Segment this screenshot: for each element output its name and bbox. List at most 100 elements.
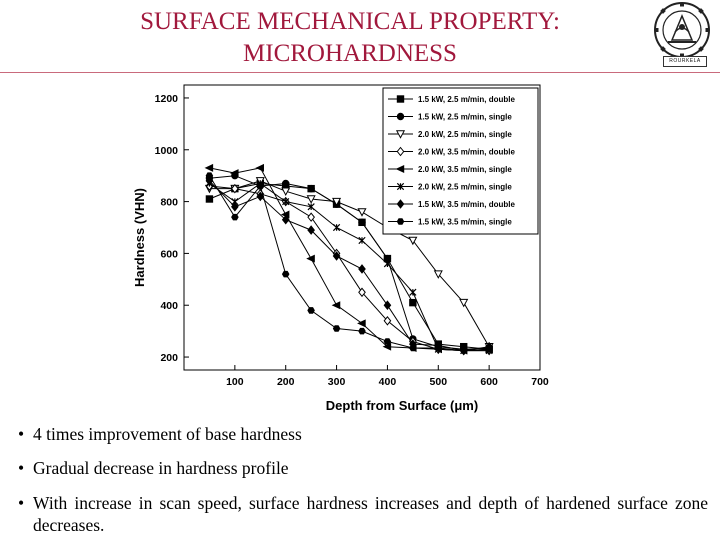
title-line-2: MICROHARDNESS xyxy=(243,40,457,67)
legend-entry: 1.5 kW, 2.5 m/min, single xyxy=(388,113,512,122)
x-axis-label: Depth from Surface (μm) xyxy=(326,398,478,413)
chart-axes: 100 200 300 400 500 600 700 200 400 600 800 1000 120… xyxy=(132,84,549,413)
data-point xyxy=(229,169,239,178)
data-point xyxy=(383,260,392,268)
data-point xyxy=(281,270,290,278)
data-point xyxy=(396,182,405,191)
data-point xyxy=(332,223,341,232)
data-point xyxy=(332,197,342,207)
data-point xyxy=(205,195,214,203)
legend-entry: 2.0 kW, 3.5 m/min, single xyxy=(388,165,512,174)
plot-frame xyxy=(183,84,541,371)
legend-label: 1.5 kW, 3.5 m/min, double xyxy=(418,200,515,209)
bullet-text: Gradual decrease in hardness profile xyxy=(33,458,289,478)
y-axis-label: Hardness (VHN) xyxy=(132,188,147,287)
y-tick-label: 200 xyxy=(160,352,178,364)
y-tick-label: 1000 xyxy=(155,145,179,157)
hardness-chart: 100 200 300 400 500 600 700 200 400 600 800 1000 120… xyxy=(132,84,549,413)
x-tick-label: 500 xyxy=(430,376,448,388)
data-point xyxy=(409,298,417,307)
chart-legend: 1.5 kW, 2.5 m/min, double 1.5 kW, 2.5 m/m… xyxy=(382,87,539,235)
data-point xyxy=(383,338,392,345)
data-point xyxy=(231,213,239,221)
data-point xyxy=(307,184,315,193)
bullet-list: • 4 times improvement of base hardness • G… xyxy=(18,424,708,536)
series-line xyxy=(209,182,490,352)
series-line xyxy=(209,180,490,347)
data-point xyxy=(409,344,417,352)
data-point xyxy=(382,342,392,351)
bullet-item: • Gradual decrease in hardness profile xyxy=(18,458,708,492)
data-point xyxy=(281,214,290,225)
legend-entry: 1.5 kW, 2.5 m/min, double xyxy=(388,95,515,104)
data-point xyxy=(396,199,405,209)
data-point xyxy=(485,346,493,353)
y-tick-label: 400 xyxy=(160,300,178,312)
legend-label: 1.5 kW, 3.5 m/min, single xyxy=(418,218,512,227)
slide-title: SURFACE MECHANICAL PROPERTY: MICROHARDNE… xyxy=(0,6,700,70)
legend-entry: 2.0 kW, 2.5 m/min, single xyxy=(388,183,512,192)
legend-label: 1.5 kW, 2.5 m/min, single xyxy=(418,113,512,122)
data-point xyxy=(331,301,341,310)
x-tick-label: 400 xyxy=(379,376,397,388)
legend-label: 2.0 kW, 3.5 m/min, single xyxy=(418,165,512,174)
data-point xyxy=(281,187,291,196)
legend-box xyxy=(382,87,539,235)
data-point xyxy=(395,165,405,173)
legend-entry: 2.0 kW, 3.5 m/min, double xyxy=(388,146,515,157)
title-divider xyxy=(0,72,720,73)
legend-entry: 1.5 kW, 3.5 m/min, double xyxy=(388,199,515,209)
data-point xyxy=(358,236,366,245)
data-point xyxy=(282,197,290,206)
data-point xyxy=(306,195,316,204)
data-point xyxy=(396,112,405,121)
x-tick-label: 700 xyxy=(531,376,549,388)
data-point xyxy=(307,307,315,314)
data-point xyxy=(255,163,264,172)
data-point xyxy=(307,203,315,211)
y-tick-label: 1200 xyxy=(155,93,179,105)
data-point xyxy=(434,344,443,352)
y-tick-label: 800 xyxy=(160,197,178,209)
institute-logo xyxy=(654,2,710,58)
data-point xyxy=(395,130,406,139)
series-line xyxy=(209,175,490,350)
data-point xyxy=(332,325,341,332)
x-tick-label: 200 xyxy=(277,376,295,388)
data-point xyxy=(231,183,239,194)
data-point xyxy=(357,319,366,328)
bullet-item: • 4 times improvement of base hardness xyxy=(18,424,708,458)
series-line xyxy=(209,180,490,352)
legend-label: 2.0 kW, 2.5 m/min, single xyxy=(418,183,512,192)
data-point xyxy=(396,95,405,103)
data-point xyxy=(332,251,341,261)
data-point xyxy=(307,225,315,235)
legend-entry: 1.5 kW, 3.5 m/min, single xyxy=(388,218,512,227)
x-tick-label: 300 xyxy=(328,376,346,388)
x-tick-label: 100 xyxy=(226,376,244,388)
data-point xyxy=(204,163,214,172)
logo-caption: ROURKELA xyxy=(663,56,707,67)
data-point xyxy=(396,146,405,157)
bullet-item: • With increase in scan speed, surface ha… xyxy=(18,492,708,536)
series-line xyxy=(208,175,490,352)
data-point xyxy=(282,179,290,188)
data-point xyxy=(306,254,315,263)
legend-label: 2.0 kW, 3.5 m/min, double xyxy=(418,148,515,157)
data-point xyxy=(409,288,417,296)
legend-entry: 2.0 kW, 2.5 m/min, single xyxy=(388,130,512,139)
data-point xyxy=(383,315,392,326)
series-8 xyxy=(205,172,493,354)
data-point xyxy=(205,172,214,179)
legend-label: 2.0 kW, 2.5 m/min, single xyxy=(418,130,512,139)
bullet-dot: • xyxy=(18,493,25,513)
data-point xyxy=(408,236,418,246)
data-point xyxy=(307,212,315,222)
legend-label: 1.5 kW, 2.5 m/min, double xyxy=(418,95,515,104)
bullet-dot: • xyxy=(18,458,25,478)
bullet-text: 4 times improvement of base hardness xyxy=(33,424,302,444)
bullet-dot: • xyxy=(18,424,25,444)
data-point xyxy=(433,270,443,279)
chart-series xyxy=(204,163,494,356)
data-point xyxy=(358,264,366,274)
